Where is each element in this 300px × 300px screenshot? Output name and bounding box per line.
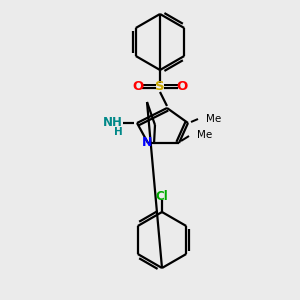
Text: O: O [132, 80, 144, 94]
Text: Me: Me [197, 130, 212, 140]
Text: Me: Me [206, 114, 221, 124]
Text: NH: NH [103, 116, 123, 128]
Text: H: H [114, 127, 122, 137]
Text: O: O [176, 80, 188, 94]
Text: S: S [155, 80, 165, 94]
Text: N: N [142, 136, 152, 148]
Text: Cl: Cl [156, 190, 168, 202]
